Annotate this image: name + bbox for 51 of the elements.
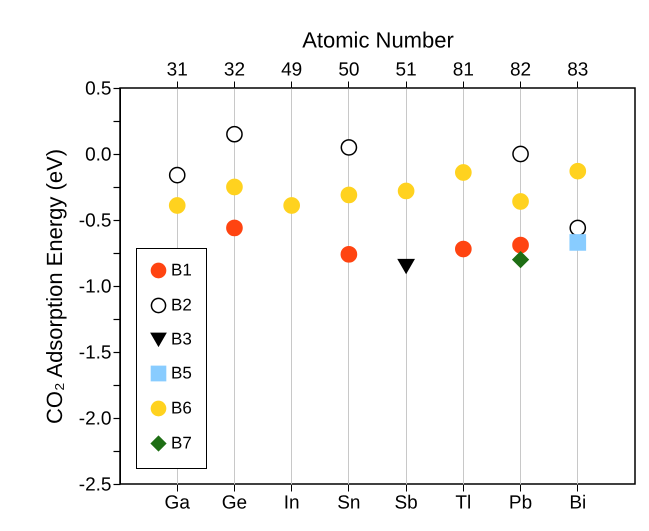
point	[226, 178, 243, 196]
x-tick-label: Tl	[455, 492, 472, 514]
point	[168, 166, 186, 184]
point	[340, 139, 358, 156]
legend-label: B5	[171, 364, 192, 382]
y-tick-label: 0.0	[85, 144, 112, 166]
legend-label: B2	[171, 296, 192, 314]
annotation: 50	[338, 60, 360, 80]
point	[226, 220, 243, 236]
point	[398, 258, 414, 274]
point	[455, 164, 472, 181]
annotation: 51	[396, 60, 417, 80]
x-tick-label: In	[284, 492, 300, 514]
point	[512, 146, 529, 162]
legend-label: B3	[171, 330, 192, 348]
point	[512, 236, 529, 254]
point	[283, 197, 300, 214]
point	[340, 246, 358, 263]
point	[340, 186, 358, 204]
annotation: 49	[281, 60, 302, 80]
y-tick-label: -2.5	[78, 474, 112, 496]
y-axis-title: CO₂ Adsorption Energy (eV)	[42, 148, 67, 424]
x2-axis-title: Atomic Number	[302, 28, 454, 52]
point	[398, 182, 414, 200]
x-tick-label: Sb	[394, 492, 418, 514]
legend-label: B6	[171, 398, 192, 418]
annotation: 31	[166, 60, 188, 80]
point	[455, 240, 472, 258]
annotation: 82	[510, 60, 532, 80]
annotation: 81	[452, 60, 474, 80]
y-tick-label: 0.5	[85, 78, 112, 100]
x-tick-label: Sn	[337, 492, 361, 514]
x-tick-label: Ge	[222, 492, 248, 514]
point	[569, 162, 586, 180]
point	[168, 197, 186, 214]
annotation: 83	[567, 60, 588, 80]
point	[226, 126, 243, 143]
legend-label: B1	[171, 260, 192, 280]
annotation: 32	[224, 60, 246, 80]
point	[569, 220, 586, 236]
x-tick-label: Bi	[569, 492, 586, 514]
y-tick-label: -1.0	[78, 276, 112, 298]
y-tick-label: -1.5	[78, 342, 112, 364]
legend-label: B7	[171, 434, 192, 452]
point	[512, 251, 529, 268]
x-tick-label: Ga	[164, 492, 190, 514]
x-tick-label: Pb	[508, 492, 532, 514]
point	[569, 234, 586, 251]
y-tick-label: -0.5	[78, 210, 112, 232]
point	[512, 193, 529, 210]
y-tick-label: -2.0	[78, 408, 112, 430]
